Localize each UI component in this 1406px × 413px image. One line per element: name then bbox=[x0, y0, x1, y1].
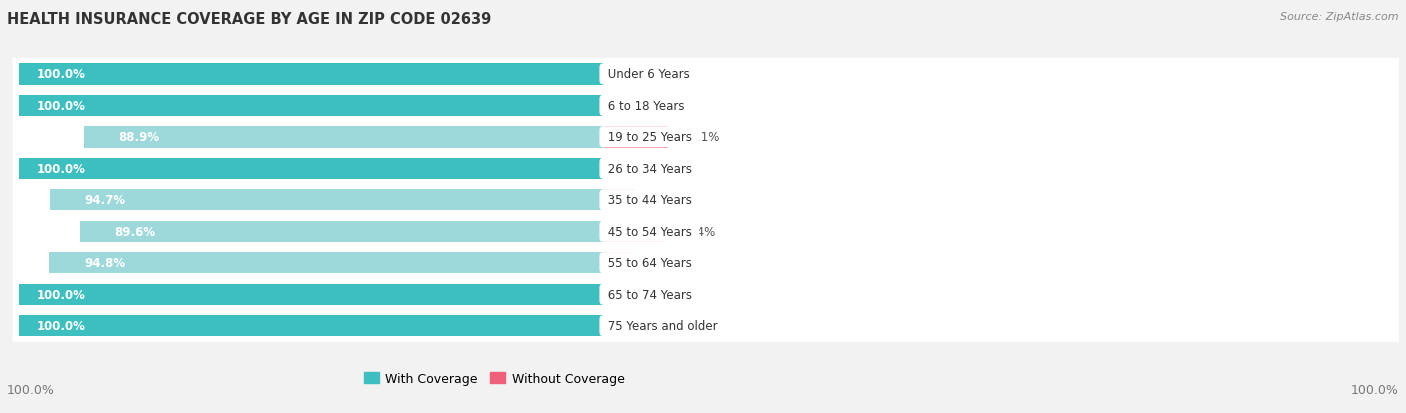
Bar bbox=[603, 221, 665, 242]
Text: 11.1%: 11.1% bbox=[683, 131, 720, 144]
Text: 0.0%: 0.0% bbox=[619, 288, 648, 301]
Bar bbox=[18, 158, 603, 180]
Text: 100.0%: 100.0% bbox=[37, 288, 86, 301]
Bar bbox=[80, 221, 603, 242]
Bar bbox=[18, 64, 603, 85]
Bar bbox=[603, 190, 634, 211]
Text: 5.2%: 5.2% bbox=[648, 256, 678, 270]
Bar bbox=[18, 284, 603, 305]
Text: 0.0%: 0.0% bbox=[619, 162, 648, 176]
Text: 75 Years and older: 75 Years and older bbox=[603, 319, 721, 332]
Text: 65 to 74 Years: 65 to 74 Years bbox=[603, 288, 696, 301]
Text: 35 to 44 Years: 35 to 44 Years bbox=[603, 194, 695, 207]
FancyBboxPatch shape bbox=[13, 59, 1399, 91]
FancyBboxPatch shape bbox=[13, 121, 1399, 154]
Text: 26 to 34 Years: 26 to 34 Years bbox=[603, 162, 696, 176]
Text: Under 6 Years: Under 6 Years bbox=[603, 68, 693, 81]
Bar bbox=[83, 127, 603, 148]
Text: 0.0%: 0.0% bbox=[619, 100, 648, 113]
Text: 6 to 18 Years: 6 to 18 Years bbox=[603, 100, 688, 113]
Bar bbox=[49, 252, 603, 274]
Text: 100.0%: 100.0% bbox=[37, 162, 86, 176]
Bar bbox=[603, 127, 668, 148]
Text: Source: ZipAtlas.com: Source: ZipAtlas.com bbox=[1281, 12, 1399, 22]
Text: 10.4%: 10.4% bbox=[679, 225, 716, 238]
Text: 100.0%: 100.0% bbox=[37, 100, 86, 113]
Text: 0.0%: 0.0% bbox=[619, 319, 648, 332]
Text: 19 to 25 Years: 19 to 25 Years bbox=[603, 131, 696, 144]
Text: 45 to 54 Years: 45 to 54 Years bbox=[603, 225, 695, 238]
Text: HEALTH INSURANCE COVERAGE BY AGE IN ZIP CODE 02639: HEALTH INSURANCE COVERAGE BY AGE IN ZIP … bbox=[7, 12, 491, 27]
Bar bbox=[603, 252, 634, 274]
Text: 88.9%: 88.9% bbox=[118, 131, 160, 144]
Bar bbox=[18, 95, 603, 117]
FancyBboxPatch shape bbox=[13, 216, 1399, 248]
FancyBboxPatch shape bbox=[13, 90, 1399, 122]
Text: 100.0%: 100.0% bbox=[37, 68, 86, 81]
Text: 89.6%: 89.6% bbox=[115, 225, 156, 238]
Text: 100.0%: 100.0% bbox=[7, 384, 55, 396]
FancyBboxPatch shape bbox=[13, 247, 1399, 279]
FancyBboxPatch shape bbox=[13, 278, 1399, 311]
FancyBboxPatch shape bbox=[13, 310, 1399, 342]
FancyBboxPatch shape bbox=[13, 153, 1399, 185]
Text: 100.0%: 100.0% bbox=[37, 319, 86, 332]
Bar bbox=[49, 190, 603, 211]
Bar bbox=[18, 315, 603, 337]
Text: 55 to 64 Years: 55 to 64 Years bbox=[603, 256, 695, 270]
Text: 0.0%: 0.0% bbox=[619, 68, 648, 81]
Text: 5.3%: 5.3% bbox=[650, 194, 679, 207]
Text: 94.8%: 94.8% bbox=[84, 256, 125, 270]
Text: 100.0%: 100.0% bbox=[1351, 384, 1399, 396]
FancyBboxPatch shape bbox=[13, 184, 1399, 216]
Legend: With Coverage, Without Coverage: With Coverage, Without Coverage bbox=[359, 367, 630, 390]
Text: 94.7%: 94.7% bbox=[84, 194, 125, 207]
